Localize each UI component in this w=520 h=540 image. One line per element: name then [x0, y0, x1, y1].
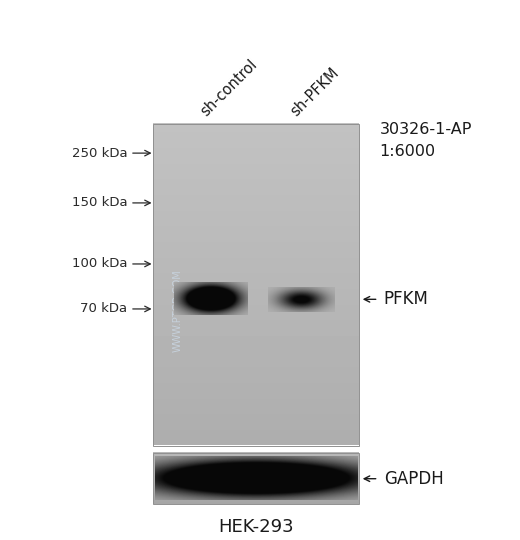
Text: 70 kDa: 70 kDa [80, 302, 127, 315]
Text: PFKM: PFKM [384, 291, 428, 308]
Text: 30326-1-AP
1:6000: 30326-1-AP 1:6000 [380, 122, 472, 159]
Text: sh-PFKM: sh-PFKM [288, 65, 342, 119]
Text: 150 kDa: 150 kDa [72, 197, 127, 210]
Text: GAPDH: GAPDH [384, 470, 444, 488]
Text: 250 kDa: 250 kDa [72, 147, 127, 160]
Text: sh-control: sh-control [198, 56, 260, 119]
Bar [153, 453, 359, 504]
Text: HEK-293: HEK-293 [218, 518, 294, 536]
Text: WWW.PTGB.COM: WWW.PTGB.COM [173, 269, 183, 352]
Bar [153, 124, 359, 446]
Text: 100 kDa: 100 kDa [72, 258, 127, 271]
